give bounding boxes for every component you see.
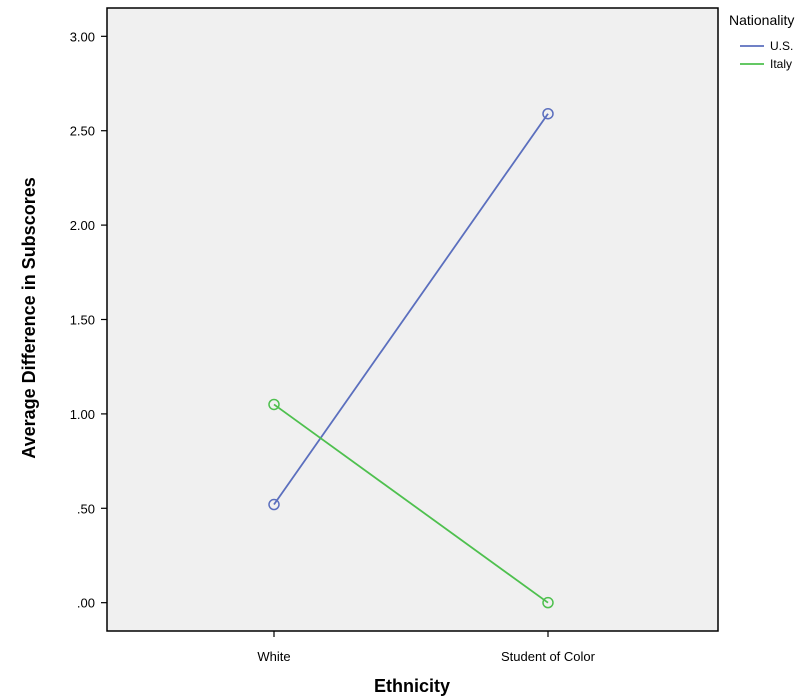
data-point xyxy=(542,596,554,609)
y-tick-label: 2.00 xyxy=(70,218,95,233)
y-axis: .00 .50 1.00 1.50 2.00 2.50 3.00 xyxy=(70,29,107,611)
legend: Nationality U.S. Italy xyxy=(729,12,794,71)
plot-area xyxy=(106,7,719,632)
data-point xyxy=(268,498,280,511)
y-tick-label: 2.50 xyxy=(70,124,95,139)
data-point xyxy=(268,398,280,411)
x-tick-label: Student of Color xyxy=(501,649,596,664)
y-tick-label: 1.00 xyxy=(70,407,95,422)
x-axis: White Student of Color xyxy=(257,631,596,664)
y-tick-label: 3.00 xyxy=(70,29,95,44)
y-axis-title: Average Difference in Subscores xyxy=(19,177,39,458)
y-tick-label: .50 xyxy=(77,501,95,516)
series-layer xyxy=(268,107,554,609)
legend-label: U.S. xyxy=(770,39,793,53)
series-line-1 xyxy=(273,403,549,604)
x-tick-label: White xyxy=(257,649,290,664)
y-tick-label: 1.50 xyxy=(70,313,95,328)
data-point xyxy=(542,107,554,120)
y-tick-label: .00 xyxy=(77,596,95,611)
series-line-0 xyxy=(273,113,549,506)
legend-title: Nationality xyxy=(729,12,794,28)
legend-label: Italy xyxy=(770,57,792,71)
x-axis-title: Ethnicity xyxy=(374,676,450,696)
